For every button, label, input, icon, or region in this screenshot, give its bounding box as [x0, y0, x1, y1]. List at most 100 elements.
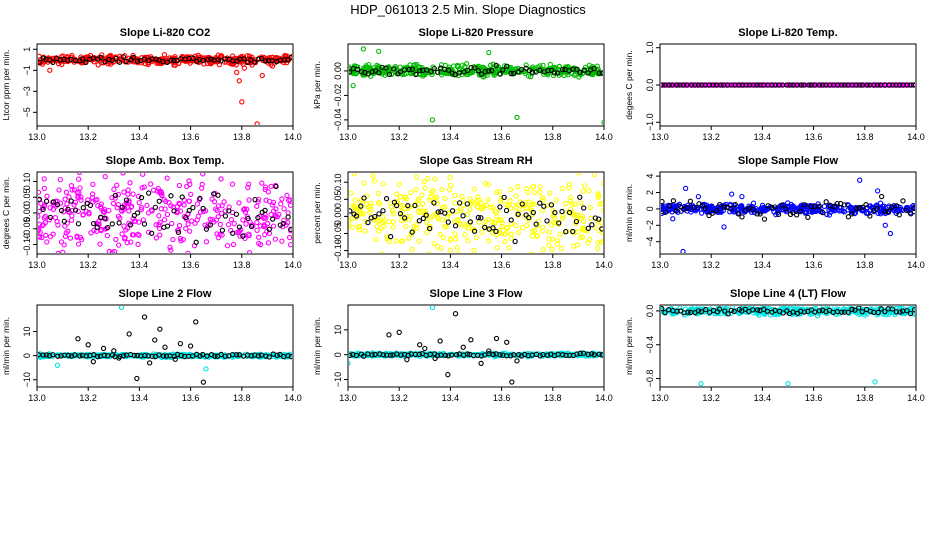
data-point: [233, 211, 240, 217]
data-point: [177, 208, 184, 214]
data-point: [199, 185, 205, 191]
data-point: [911, 205, 915, 211]
data-point: [106, 248, 112, 253]
data-point: [852, 307, 858, 313]
data-point: [176, 222, 183, 229]
data-point: [77, 185, 83, 191]
data-point: [442, 204, 448, 210]
data-point: [269, 202, 276, 208]
data-point: [673, 208, 680, 214]
data-point: [168, 193, 174, 199]
data-point: [157, 232, 163, 238]
series-all: [349, 46, 603, 125]
data-point: [812, 82, 818, 88]
x-tick-label: 13.6: [182, 132, 200, 142]
data-point: [781, 307, 788, 314]
data-point: [221, 199, 227, 205]
data-point: [577, 194, 583, 200]
outlier-point: [239, 99, 245, 105]
data-point: [75, 194, 81, 201]
data-point: [444, 215, 451, 221]
outlier-point: [90, 359, 96, 365]
data-point: [212, 353, 218, 359]
outlier-point: [259, 72, 265, 79]
data-point: [278, 201, 284, 207]
data-point: [152, 204, 158, 211]
x-tick-label: 13.2: [702, 393, 720, 403]
data-point: [563, 229, 569, 235]
data-point: [233, 352, 240, 358]
data-point: [737, 205, 744, 211]
data-point: [115, 191, 121, 198]
data-point: [681, 312, 688, 318]
data-point: [397, 69, 404, 75]
x-tick-label: 13.6: [182, 393, 200, 403]
data-point: [599, 226, 603, 232]
data-point: [236, 200, 242, 206]
data-point: [549, 246, 555, 252]
chart-title: Slope Line 3 Flow: [430, 288, 523, 300]
data-point: [55, 353, 61, 359]
data-point: [113, 236, 119, 243]
points-layer: [38, 306, 292, 385]
y-tick-label: −10: [22, 372, 32, 387]
data-point: [237, 233, 243, 239]
data-point: [497, 71, 503, 77]
outlier-point: [504, 339, 510, 345]
y-tick-label: 0: [22, 353, 32, 358]
data-point: [478, 215, 484, 221]
chart-title: Slope Line 2 Flow: [119, 288, 212, 300]
data-point: [452, 223, 459, 229]
data-point: [417, 204, 424, 210]
data-point: [431, 65, 437, 72]
data-point: [146, 229, 152, 235]
data-point: [43, 352, 49, 358]
data-point: [445, 67, 452, 73]
data-point: [467, 219, 473, 225]
data-point: [739, 82, 746, 88]
data-point: [162, 206, 168, 212]
data-point: [280, 220, 286, 227]
outlier-point: [118, 306, 125, 311]
data-point: [58, 353, 64, 359]
data-point: [388, 204, 395, 210]
data-point: [456, 200, 463, 206]
data-point: [163, 198, 169, 205]
data-point: [458, 206, 464, 212]
data-point: [135, 241, 141, 248]
data-point: [807, 206, 814, 212]
outlier-point: [437, 338, 443, 344]
data-point: [594, 245, 601, 252]
data-point: [559, 208, 565, 215]
data-point: [838, 207, 845, 214]
x-tick-label: 13.4: [754, 132, 772, 142]
data-point: [896, 212, 902, 218]
data-point: [149, 353, 155, 359]
data-point: [88, 230, 94, 236]
data-point: [454, 62, 461, 69]
data-point: [94, 196, 100, 203]
data-point: [845, 309, 851, 315]
data-point: [76, 173, 83, 175]
data-point: [445, 219, 451, 225]
data-point: [491, 72, 497, 78]
data-point: [379, 251, 385, 253]
data-point: [530, 209, 536, 216]
data-point: [71, 202, 77, 208]
data-point: [390, 219, 397, 225]
data-point: [839, 309, 845, 315]
data-point: [845, 207, 851, 213]
data-point: [194, 201, 201, 207]
data-point: [40, 55, 46, 61]
data-point: [354, 66, 361, 72]
data-point: [102, 59, 108, 65]
data-point: [912, 204, 915, 210]
data-point: [188, 191, 194, 198]
data-point: [601, 352, 603, 358]
data-point: [248, 57, 254, 63]
data-point: [761, 309, 767, 316]
data-point: [548, 202, 555, 208]
data-point: [798, 82, 805, 88]
data-point: [902, 307, 908, 314]
data-point: [98, 205, 104, 212]
